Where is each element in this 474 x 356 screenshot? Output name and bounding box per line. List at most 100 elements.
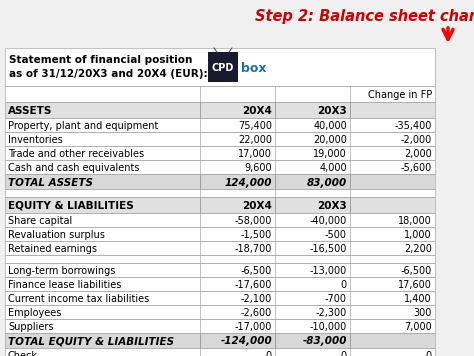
- Text: -700: -700: [325, 294, 347, 304]
- Bar: [5, 102, 435, 118]
- Text: 300: 300: [414, 308, 432, 318]
- Bar: [5, 86, 435, 102]
- Text: 124,000: 124,000: [225, 178, 272, 188]
- Bar: [5, 146, 435, 160]
- Bar: [5, 227, 435, 241]
- Text: -13,000: -13,000: [310, 266, 347, 276]
- Bar: [5, 348, 435, 356]
- Bar: [5, 227, 435, 241]
- Text: 0: 0: [341, 280, 347, 290]
- Bar: [5, 333, 435, 348]
- Text: 19,000: 19,000: [313, 149, 347, 159]
- Text: -6,500: -6,500: [241, 266, 272, 276]
- Bar: [5, 255, 435, 263]
- Text: 1,000: 1,000: [404, 230, 432, 240]
- Text: 17,000: 17,000: [238, 149, 272, 159]
- Bar: [5, 174, 435, 189]
- Bar: [5, 348, 435, 356]
- Text: CPD: CPD: [212, 63, 234, 73]
- Text: 18,000: 18,000: [398, 216, 432, 226]
- Text: 20X3: 20X3: [317, 106, 347, 116]
- Text: TOTAL EQUITY & LIABILITIES: TOTAL EQUITY & LIABILITIES: [8, 336, 174, 346]
- Bar: [5, 319, 435, 333]
- Text: Suppliers: Suppliers: [8, 322, 54, 332]
- Bar: [5, 132, 435, 146]
- Text: -17,000: -17,000: [235, 322, 272, 332]
- Text: EQUITY & LIABILITIES: EQUITY & LIABILITIES: [8, 201, 134, 211]
- Text: -500: -500: [325, 230, 347, 240]
- Text: Change in FP: Change in FP: [368, 90, 432, 100]
- Text: 0: 0: [426, 351, 432, 356]
- Text: Employees: Employees: [8, 308, 61, 318]
- Bar: [5, 118, 435, 132]
- Text: -1,500: -1,500: [241, 230, 272, 240]
- Text: Property, plant and equipment: Property, plant and equipment: [8, 121, 158, 131]
- Text: Inventories: Inventories: [8, 135, 63, 145]
- Text: -16,500: -16,500: [310, 244, 347, 254]
- Text: -124,000: -124,000: [220, 336, 272, 346]
- Bar: [5, 197, 435, 213]
- Text: ASSETS: ASSETS: [8, 106, 52, 116]
- Text: Revaluation surplus: Revaluation surplus: [8, 230, 105, 240]
- Text: -2,300: -2,300: [316, 308, 347, 318]
- Text: -2,000: -2,000: [401, 135, 432, 145]
- Text: 2,000: 2,000: [404, 149, 432, 159]
- Text: TOTAL ASSETS: TOTAL ASSETS: [8, 178, 93, 188]
- Bar: [5, 174, 435, 189]
- Text: Cash and cash equivalents: Cash and cash equivalents: [8, 163, 139, 173]
- Text: as of 31/12/20X3 and 20X4 (EUR):: as of 31/12/20X3 and 20X4 (EUR):: [9, 69, 208, 79]
- Text: 20X3: 20X3: [317, 201, 347, 211]
- Text: 83,000: 83,000: [307, 178, 347, 188]
- Bar: [5, 305, 435, 319]
- Text: 20X4: 20X4: [242, 201, 272, 211]
- Text: Step 2: Balance sheet changes: Step 2: Balance sheet changes: [255, 9, 474, 23]
- Bar: [5, 241, 435, 255]
- Text: 22,000: 22,000: [238, 135, 272, 145]
- Bar: [5, 333, 435, 348]
- Text: 4,000: 4,000: [319, 163, 347, 173]
- Text: -6,500: -6,500: [401, 266, 432, 276]
- Bar: [5, 319, 435, 333]
- Text: 20X4: 20X4: [242, 106, 272, 116]
- Text: Share capital: Share capital: [8, 216, 72, 226]
- Bar: [5, 197, 435, 213]
- Bar: [5, 277, 435, 291]
- Text: Retained earnings: Retained earnings: [8, 244, 97, 254]
- Text: Check: Check: [8, 351, 38, 356]
- Bar: [5, 132, 435, 146]
- Bar: [5, 189, 435, 197]
- Bar: [5, 291, 435, 305]
- Text: 7,000: 7,000: [404, 322, 432, 332]
- Text: -2,100: -2,100: [241, 294, 272, 304]
- Bar: [5, 86, 435, 102]
- Bar: [208, 52, 238, 82]
- Text: 75,400: 75,400: [238, 121, 272, 131]
- Text: -2,600: -2,600: [241, 308, 272, 318]
- Bar: [5, 277, 435, 291]
- Text: box: box: [241, 62, 266, 74]
- Bar: [5, 146, 435, 160]
- Bar: [5, 263, 435, 277]
- Text: -5,600: -5,600: [401, 163, 432, 173]
- Bar: [5, 291, 435, 305]
- Text: 0: 0: [341, 351, 347, 356]
- Text: 0: 0: [266, 351, 272, 356]
- Bar: [5, 160, 435, 174]
- Bar: [5, 263, 435, 277]
- Text: 17,600: 17,600: [398, 280, 432, 290]
- Text: Finance lease liabilities: Finance lease liabilities: [8, 280, 121, 290]
- Bar: [5, 241, 435, 255]
- Bar: [5, 213, 435, 227]
- Text: -35,400: -35,400: [395, 121, 432, 131]
- Text: 40,000: 40,000: [313, 121, 347, 131]
- Text: -83,000: -83,000: [302, 336, 347, 346]
- Text: -18,700: -18,700: [235, 244, 272, 254]
- Text: 9,600: 9,600: [245, 163, 272, 173]
- Bar: [5, 305, 435, 319]
- Text: Trade and other receivables: Trade and other receivables: [8, 149, 144, 159]
- Bar: [5, 255, 435, 263]
- Text: -40,000: -40,000: [310, 216, 347, 226]
- Bar: [5, 48, 435, 86]
- Text: Current income tax liabilities: Current income tax liabilities: [8, 294, 149, 304]
- Text: -58,000: -58,000: [235, 216, 272, 226]
